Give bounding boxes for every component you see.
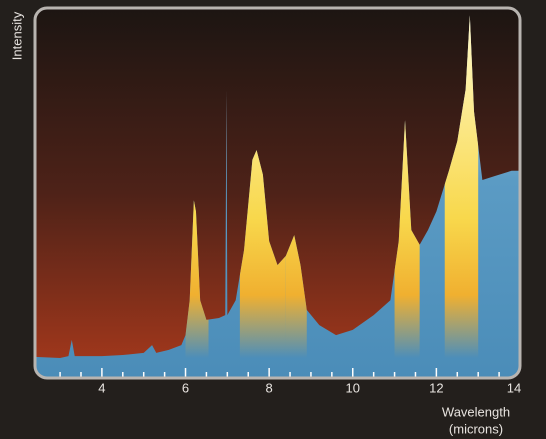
- y-axis-label: Intensity: [9, 11, 24, 60]
- x-tick-label: 6: [182, 380, 189, 395]
- chart: Intensity Wavelength (microns) 4 6 8 10 12 14: [0, 0, 546, 439]
- x-tick-label: 10: [346, 380, 360, 395]
- x-tick-label: 4: [98, 380, 105, 395]
- x-tick-label: 14: [507, 380, 521, 395]
- x-tick-label: 12: [429, 380, 443, 395]
- x-tick-label: 8: [266, 380, 273, 395]
- x-axis-label: (microns): [449, 421, 503, 436]
- x-axis-label: Wavelength: [442, 404, 510, 419]
